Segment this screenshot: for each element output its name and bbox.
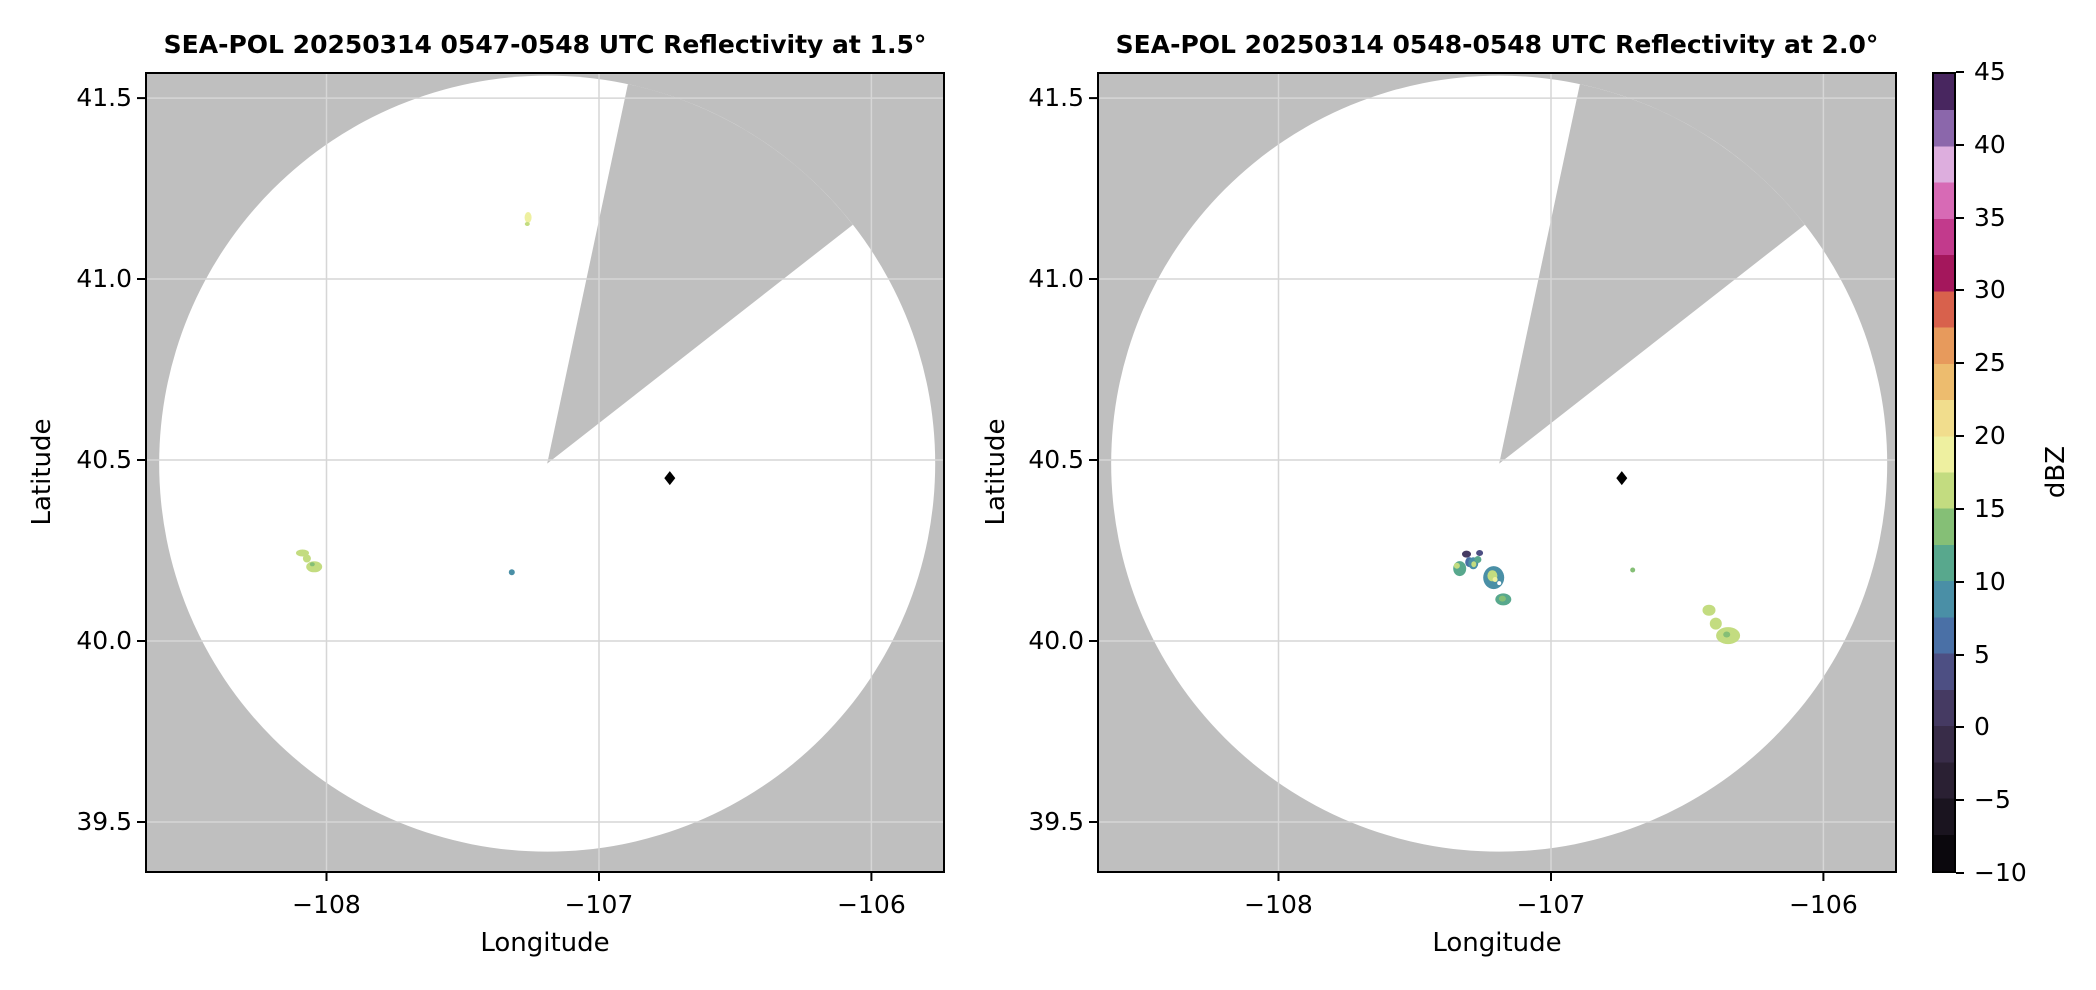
colorbar-tick-mark — [1956, 799, 1964, 802]
reflectivity-echo — [508, 569, 515, 576]
colorbar-tick-label: −10 — [1974, 858, 2027, 887]
reflectivity-echo — [1709, 617, 1722, 630]
axes-spines — [1097, 72, 1897, 873]
colorbar — [1932, 72, 1956, 873]
reflectivity-echo — [1476, 550, 1484, 556]
y-tick-label: 41.0 — [1028, 264, 1084, 294]
reflectivity-echo — [302, 554, 311, 563]
colorbar-tick-mark — [1956, 435, 1964, 438]
colorbar-tick-mark — [1956, 289, 1964, 292]
y-tick-label: 39.5 — [1028, 806, 1084, 836]
y-tick-label: 40.5 — [76, 445, 132, 474]
y-tick-label: 39.5 — [76, 806, 132, 836]
colorbar-tick-mark — [1956, 216, 1964, 219]
site-diamond-marker — [1616, 471, 1628, 486]
reflectivity-echo — [1497, 581, 1502, 586]
y-tick-label: 40.0 — [1028, 625, 1084, 655]
colorbar-tick-mark — [1956, 726, 1964, 729]
colorbar-tick-mark — [1956, 71, 1964, 73]
colorbar-tick-mark — [1956, 507, 1964, 510]
reflectivity-echo — [1702, 604, 1716, 616]
y-tick-label: 41.5 — [76, 83, 132, 113]
colorbar-tick-label: 5 — [1974, 639, 1990, 669]
colorbar-tick-label: 10 — [1974, 566, 2006, 596]
reflectivity-echo — [1453, 562, 1460, 569]
colorbar-tick-label: 0 — [1974, 712, 1990, 742]
ppi-scan-left — [137, 72, 945, 881]
x-tick-label: −106 — [837, 890, 906, 919]
ppi-scan-right — [1089, 72, 1897, 881]
panel-title-right: SEA-POL 20250314 0548-0548 UTC Reflectiv… — [1115, 30, 1879, 59]
reflectivity-echo — [1498, 595, 1506, 602]
colorbar-tick-mark — [1956, 362, 1964, 365]
colorbar-tick-label: 40 — [1974, 129, 2006, 159]
x-axis-label-left: Longitude — [480, 928, 610, 958]
y-tick-label: 40.0 — [76, 625, 132, 655]
reflectivity-echo — [1630, 567, 1636, 573]
x-tick-label: −107 — [564, 890, 634, 919]
colorbar-tick-label: 30 — [1974, 275, 2006, 305]
axes-spines — [145, 72, 945, 873]
x-tick-label: −106 — [1789, 890, 1858, 919]
x-tick-label: −108 — [292, 890, 361, 919]
reflectivity-echo — [309, 562, 315, 567]
panel-title-left: SEA-POL 20250314 0547-0548 UTC Reflectiv… — [163, 30, 927, 59]
colorbar-tick-label: 15 — [1974, 493, 2006, 523]
missing-sector-wedge — [547, 84, 853, 464]
missing-sector-wedge — [1499, 84, 1805, 464]
colorbar-tick-mark — [1956, 143, 1964, 146]
colorbar-label: dBZ — [2041, 445, 2071, 499]
x-tick-label: −108 — [1244, 890, 1313, 919]
colorbar-tick-label: −5 — [1974, 785, 2011, 815]
y-tick-label: 40.5 — [1028, 445, 1084, 474]
y-tick-label: 41.0 — [76, 264, 132, 294]
colorbar-tick-label: 25 — [1974, 348, 2006, 378]
reflectivity-echo — [306, 561, 323, 573]
colorbar-tick-mark — [1956, 580, 1964, 583]
colorbar-tick-mark — [1956, 872, 1964, 874]
reflectivity-echo — [1723, 631, 1731, 638]
colorbar-tick-label: 45 — [1974, 57, 2006, 86]
y-tick-label: 41.5 — [1028, 83, 1084, 113]
reflectivity-echo — [524, 222, 530, 226]
reflectivity-echo — [1474, 556, 1482, 563]
reflectivity-echo — [1492, 577, 1498, 582]
x-axis-label-right: Longitude — [1432, 928, 1562, 958]
site-diamond-marker — [664, 471, 676, 486]
reflectivity-echo — [524, 212, 532, 223]
x-tick-label: −107 — [1516, 890, 1586, 919]
colorbar-tick-label: 20 — [1974, 421, 2006, 451]
reflectivity-echo — [1462, 550, 1471, 558]
colorbar-tick-mark — [1956, 653, 1964, 656]
colorbar-tick-label: 35 — [1974, 202, 2006, 232]
reflectivity-echo — [1471, 561, 1477, 568]
